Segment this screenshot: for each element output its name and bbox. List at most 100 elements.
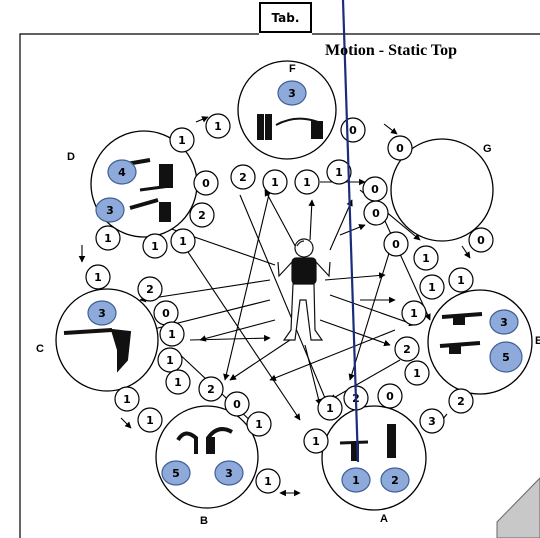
path-counter-circle (448, 388, 474, 414)
path-counter-circle (193, 170, 219, 196)
path-counter-circle (159, 321, 185, 347)
path-counter-value: 1 (312, 435, 320, 448)
path-counter-value: 1 (428, 281, 436, 294)
path-counter-circle (170, 228, 196, 254)
path-counter-circle (262, 169, 288, 195)
path-counter-value: 0 (233, 398, 241, 411)
station-badge-value: 4 (118, 166, 126, 179)
path-counter-circle (157, 347, 183, 373)
station-badge (277, 80, 307, 106)
path-counter-circle (165, 369, 191, 395)
path-counter-value: 1 (335, 166, 343, 179)
path-counter-circle (317, 395, 343, 421)
station-badge (489, 309, 519, 335)
page-fold (496, 477, 540, 538)
path-counter-value: 0 (371, 183, 379, 196)
path-counter-value: 1 (178, 134, 186, 147)
path-counter-value: 1 (179, 235, 187, 248)
path-counter-circle (169, 127, 195, 153)
path-counter-value: 0 (392, 238, 400, 251)
label-B: B (200, 515, 208, 527)
path-counter-circle (137, 276, 163, 302)
path-counter-circle (95, 225, 121, 251)
path-counter-circle (255, 468, 281, 494)
path-counter-circle (401, 300, 427, 326)
frame-border (19, 33, 540, 538)
path-counter-value: 1 (146, 414, 154, 427)
path-counter-value: 0 (477, 234, 485, 247)
path-counter-circle (189, 202, 215, 228)
path-counter-value: 1 (151, 240, 159, 253)
path-counter-value: 1 (326, 402, 334, 415)
path-counter-value: 2 (198, 209, 206, 222)
path-counter-value: 0 (202, 177, 210, 190)
label-A: A (380, 513, 388, 525)
station-G (390, 138, 494, 242)
station-badge-value: 3 (500, 316, 508, 329)
station-badge-value: 3 (106, 204, 114, 217)
path-counter-value: 2 (207, 383, 215, 396)
path-counter-circle (114, 386, 140, 412)
path-counter-value: 1 (255, 418, 263, 431)
station-badge (87, 300, 117, 326)
station-badge-value: 3 (98, 307, 106, 320)
label-D: D (67, 151, 75, 163)
station-badge (380, 467, 410, 493)
station-badge (161, 460, 191, 486)
station-badge-value: 2 (391, 474, 399, 487)
path-counter-circle (387, 135, 413, 161)
path-counter-value: 1 (104, 232, 112, 245)
label-E: E (535, 335, 540, 347)
path-counter-circle (137, 407, 163, 433)
station-badge (107, 159, 137, 185)
path-counter-value: 3 (428, 415, 436, 428)
path-counter-circle (224, 391, 250, 417)
path-counter-value: 1 (410, 307, 418, 320)
label-F: F (289, 63, 296, 75)
path-counter-value: 1 (214, 120, 222, 133)
path-counter-circle (294, 169, 320, 195)
path-counter-value: 1 (166, 354, 174, 367)
path-counter-circle (85, 264, 111, 290)
pictograms (63, 114, 483, 461)
station-badge (95, 197, 125, 223)
pointer-line (341, 0, 360, 463)
station-badge-value: 5 (502, 351, 510, 364)
center-figure (277, 238, 331, 341)
path-counter-value: 1 (94, 271, 102, 284)
path-counter-circle (448, 267, 474, 293)
station-badge-value: 3 (225, 467, 233, 480)
path-counter-value: 2 (146, 283, 154, 296)
station-badge (489, 341, 523, 373)
path-counter-value: 1 (271, 176, 279, 189)
path-counter-value: 2 (403, 343, 411, 356)
diagram-title: Motion - Static Top (325, 42, 458, 59)
path-counter-circle (383, 231, 409, 257)
path-counter-value: 0 (349, 124, 357, 137)
station-E (427, 289, 533, 395)
path-counter-circle (363, 200, 389, 226)
station-F (237, 60, 337, 160)
arrow-layer (78, 116, 471, 497)
path-counter-circle (377, 383, 403, 409)
path-counter-circle (468, 227, 494, 253)
path-counter-circle (419, 408, 445, 434)
station-B (155, 405, 259, 509)
path-counter-circle (419, 274, 445, 300)
station-badge-value: 5 (172, 467, 180, 480)
path-counter-value: 0 (396, 142, 404, 155)
path-counter-value: 0 (162, 307, 170, 320)
path-counter-value: 1 (168, 328, 176, 341)
path-counter-value: 0 (386, 390, 394, 403)
path-counter-circle (198, 376, 224, 402)
path-counter-value: 0 (372, 207, 380, 220)
station-badge (341, 467, 371, 493)
path-counter-value: 1 (413, 367, 421, 380)
path-counter-value: 1 (264, 475, 272, 488)
path-counter-value: 1 (123, 393, 131, 406)
path-counter-circle (413, 245, 439, 271)
path-counter-value: 2 (239, 171, 247, 184)
label-C: C (36, 343, 44, 355)
